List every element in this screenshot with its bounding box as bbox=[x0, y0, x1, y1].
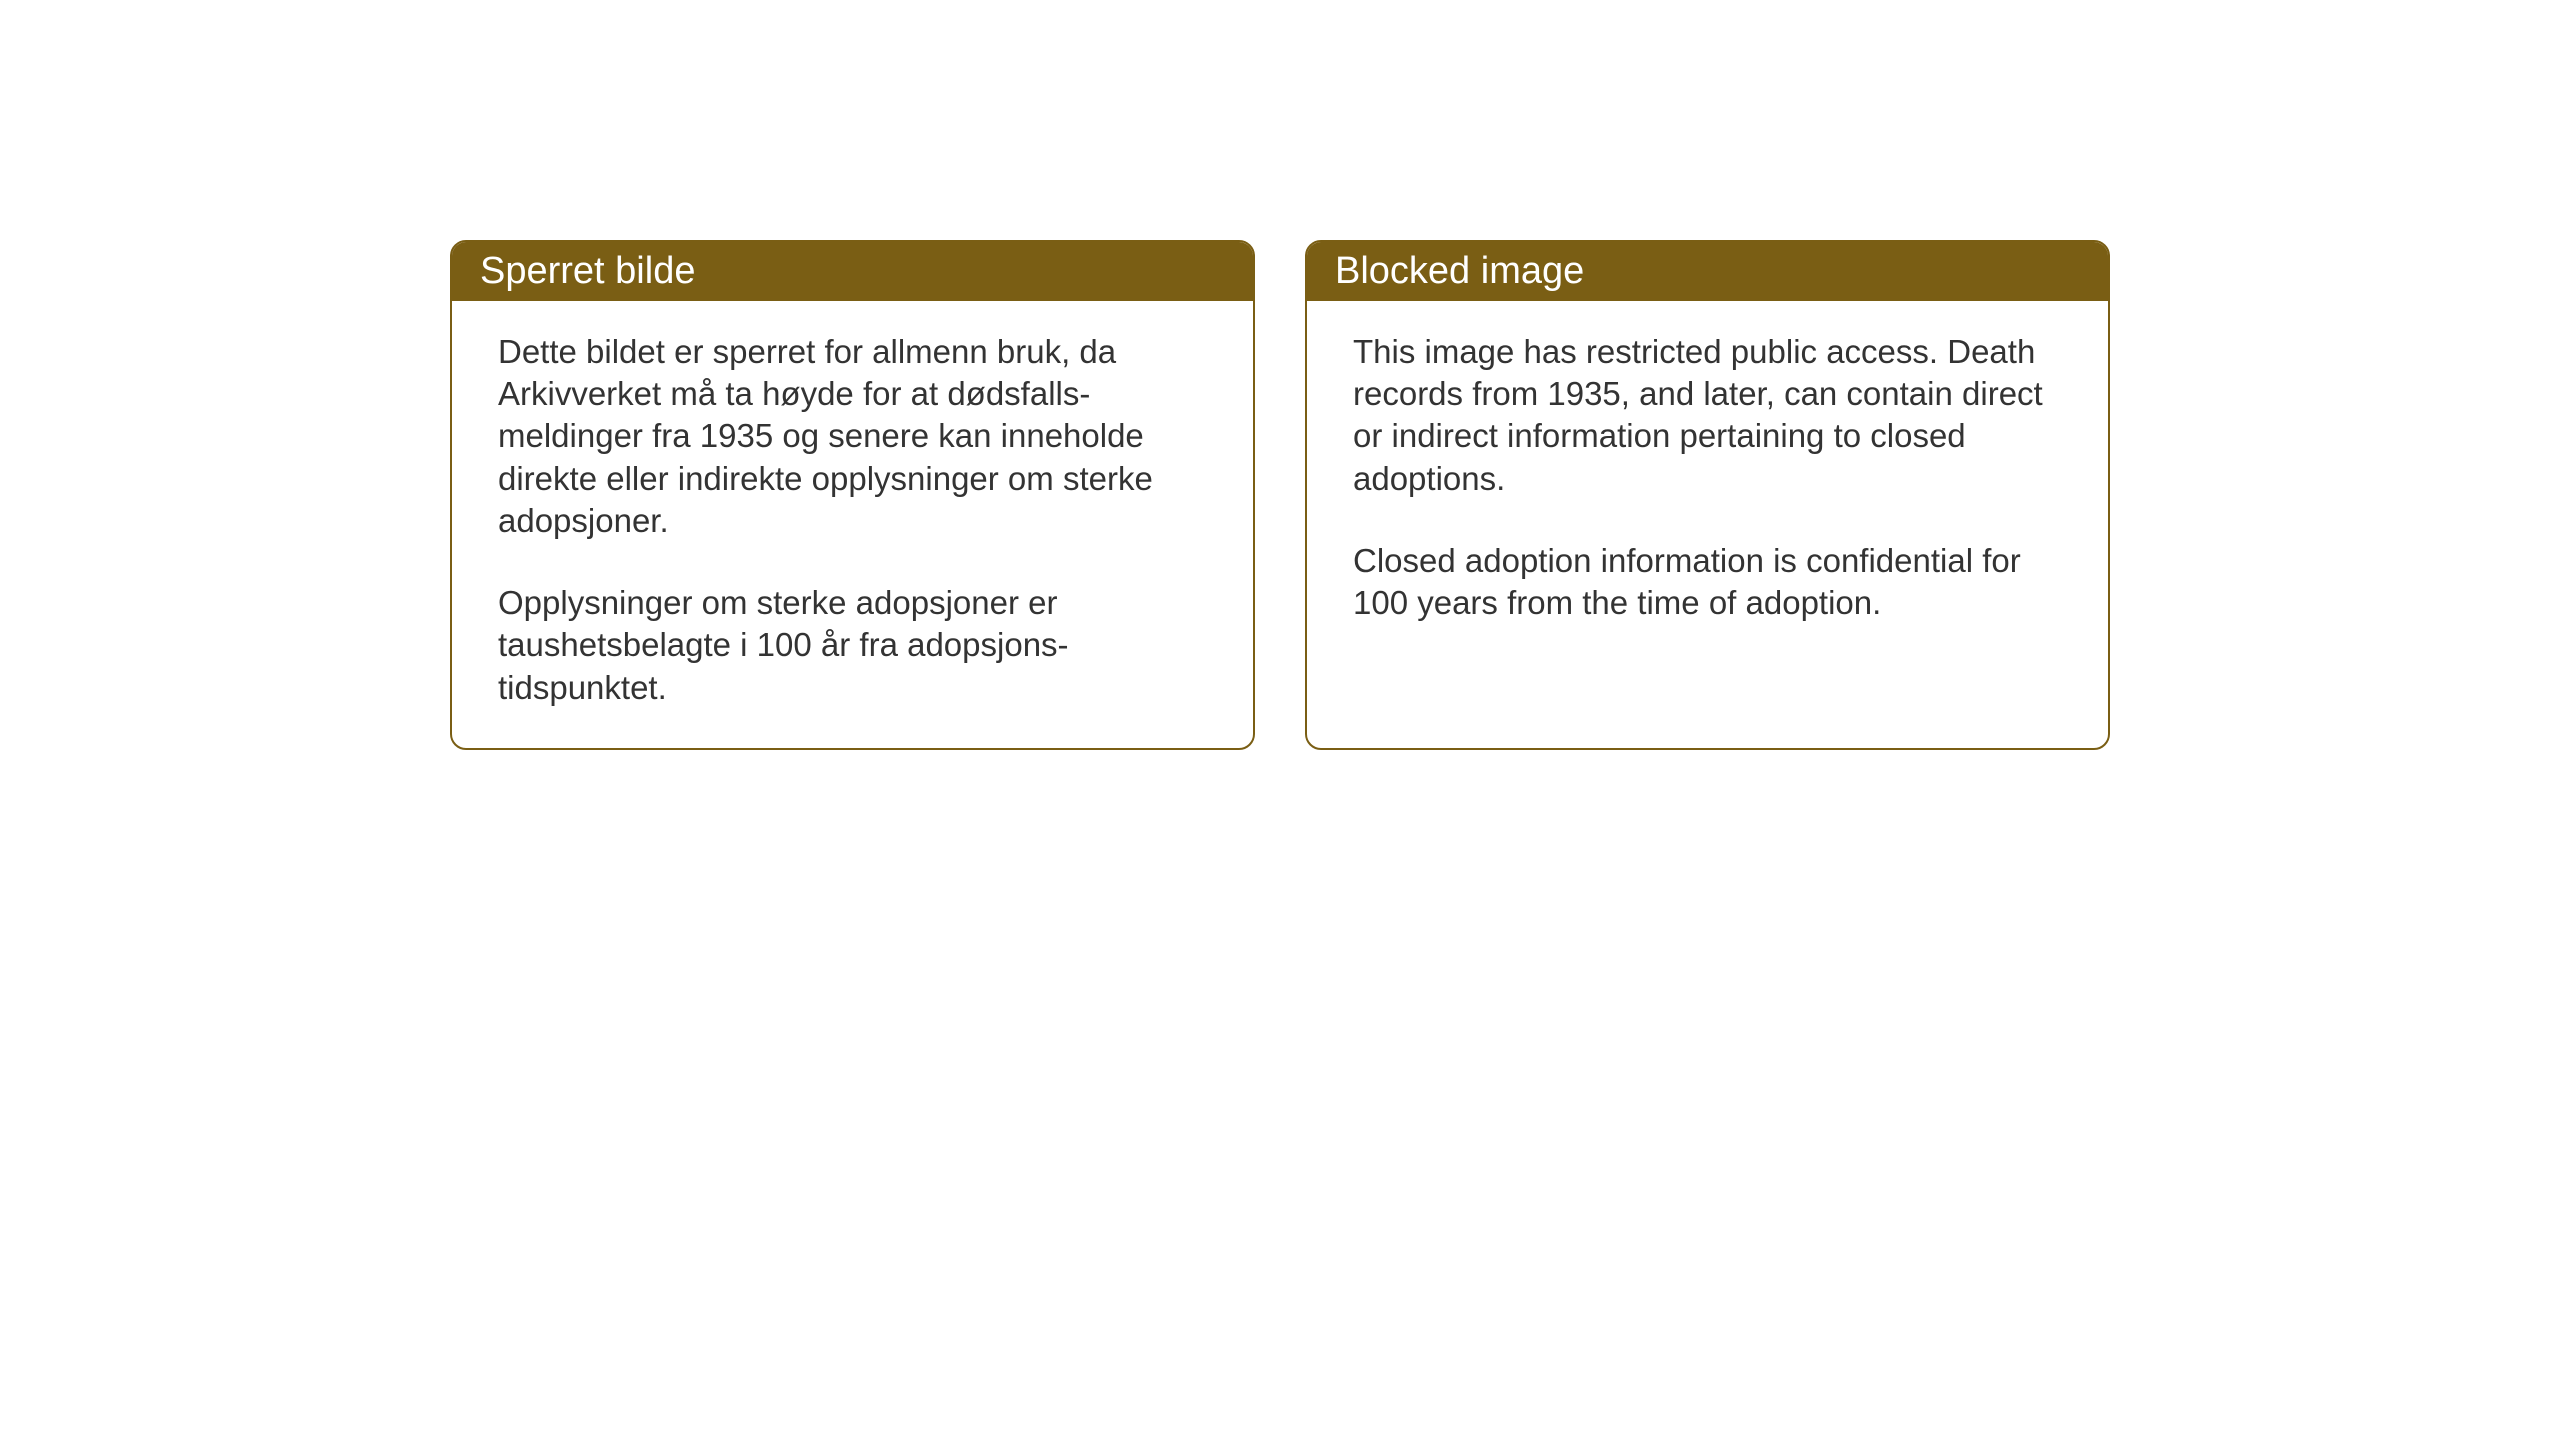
norwegian-card-body: Dette bildet er sperret for allmenn bruk… bbox=[452, 301, 1253, 739]
english-paragraph-2: Closed adoption information is confident… bbox=[1353, 540, 2062, 624]
norwegian-card: Sperret bilde Dette bildet er sperret fo… bbox=[450, 240, 1255, 750]
english-paragraph-1: This image has restricted public access.… bbox=[1353, 331, 2062, 500]
english-card-body: This image has restricted public access.… bbox=[1307, 301, 2108, 654]
cards-container: Sperret bilde Dette bildet er sperret fo… bbox=[450, 240, 2110, 750]
english-card: Blocked image This image has restricted … bbox=[1305, 240, 2110, 750]
norwegian-paragraph-1: Dette bildet er sperret for allmenn bruk… bbox=[498, 331, 1207, 542]
norwegian-paragraph-2: Opplysninger om sterke adopsjoner er tau… bbox=[498, 582, 1207, 709]
norwegian-card-title: Sperret bilde bbox=[452, 242, 1253, 301]
english-card-title: Blocked image bbox=[1307, 242, 2108, 301]
